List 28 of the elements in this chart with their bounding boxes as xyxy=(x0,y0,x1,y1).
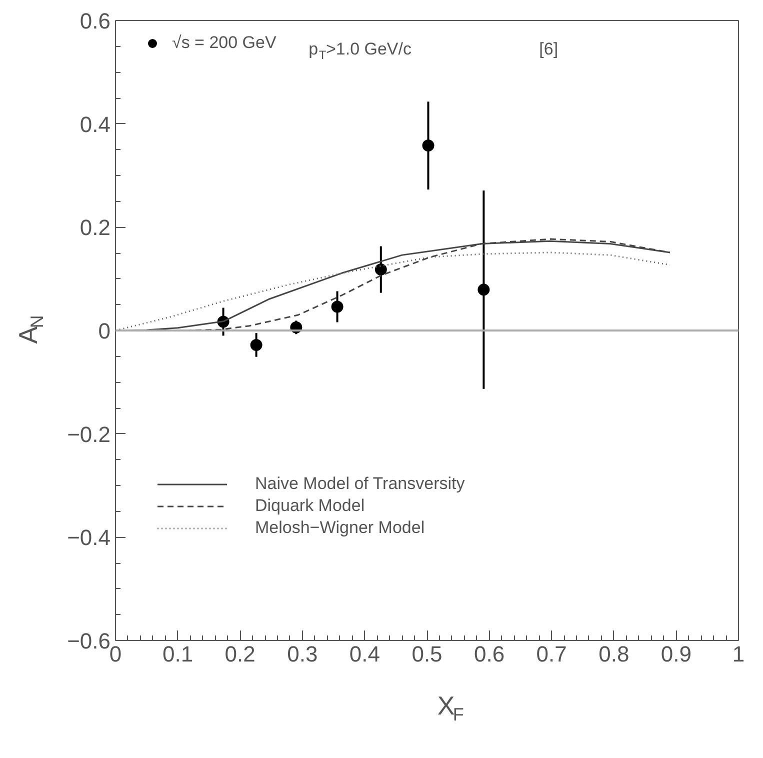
x-tick-label: 0.4 xyxy=(349,642,380,666)
x-tick-label: 0.9 xyxy=(660,642,692,666)
point xyxy=(422,140,434,152)
y-tick-label: 0 xyxy=(98,318,111,344)
y-axis-title: AN xyxy=(13,315,48,344)
x-tick-label: 0.3 xyxy=(287,642,318,666)
legend-label: Melosh−Wigner Model xyxy=(255,518,425,538)
legend-label: √s = 200 GeV xyxy=(172,33,276,53)
x-tick-label: 0.7 xyxy=(536,642,567,666)
y-tick-label: −0.6 xyxy=(67,628,111,654)
y-tick-label: −0.2 xyxy=(67,422,111,447)
y-tick-label: −0.4 xyxy=(67,525,111,550)
y-tick-label: 0.2 xyxy=(80,215,111,240)
x-tick-label: 0.1 xyxy=(162,642,194,666)
legend-label: Naive Model of Transversity xyxy=(255,474,465,494)
x-tick-label: 0.5 xyxy=(412,642,442,666)
annotation: [6] xyxy=(539,39,558,58)
y-tick-label: 0.6 xyxy=(80,8,111,34)
x-tick-label: 0.6 xyxy=(474,642,505,666)
legend-label: Diquark Model xyxy=(255,496,365,516)
x-tick-label: 0.8 xyxy=(598,642,630,666)
point xyxy=(250,338,262,351)
x-tick-label: 0.2 xyxy=(224,642,256,666)
y-tick-label: 0.4 xyxy=(80,112,111,137)
point xyxy=(478,284,490,296)
x-tick-label: 1 xyxy=(732,642,745,666)
point xyxy=(374,264,387,276)
point xyxy=(331,300,344,313)
